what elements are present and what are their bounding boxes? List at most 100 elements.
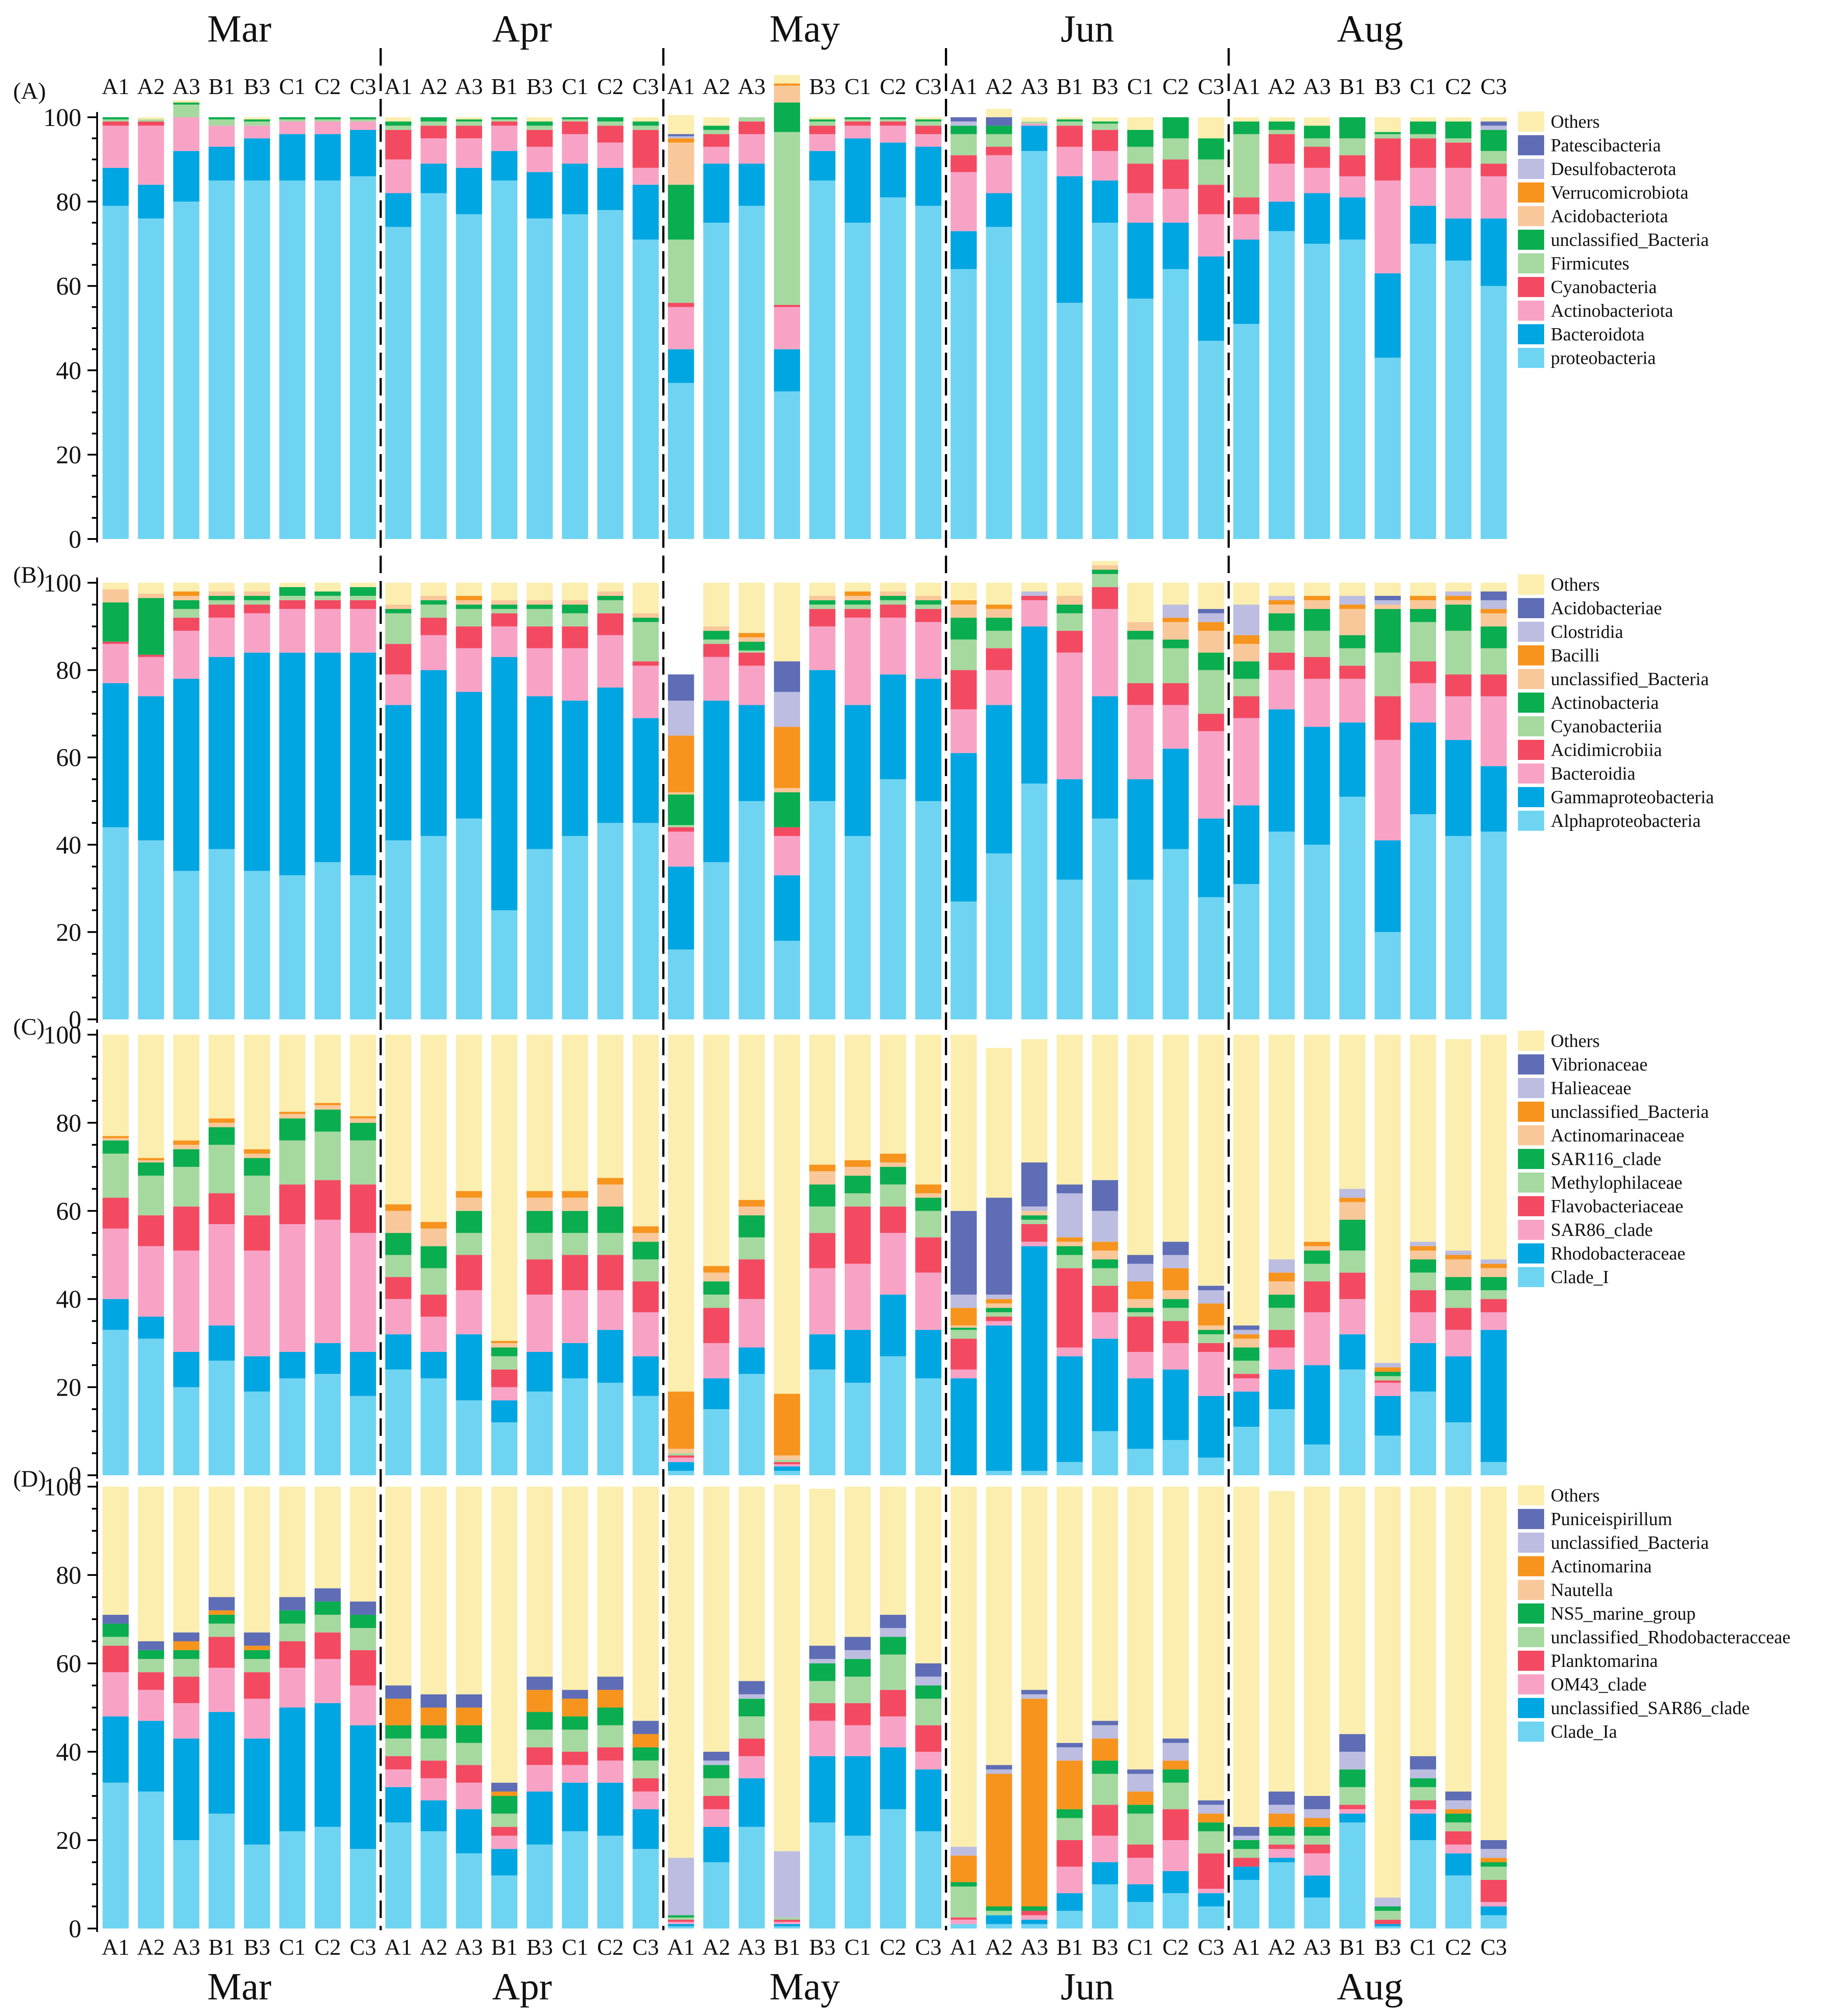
bar-segment-aug-c3-s4 xyxy=(1480,648,1507,675)
bar-segment-mar-c1-s5 xyxy=(279,1118,306,1141)
bar-segment-mar-b3-s6 xyxy=(244,1153,270,1158)
bar-segment-may-a2-s4 xyxy=(703,1778,730,1796)
y-tick-label: 0 xyxy=(69,1005,81,1034)
bar-segment-aug-a3-s0 xyxy=(1304,844,1330,1019)
bar-segment-may-a1-s2 xyxy=(668,831,694,867)
bar-segment-mar-c2-s4 xyxy=(315,1614,341,1633)
bar-segment-may-b1-s3 xyxy=(774,304,800,307)
bar-segment-apr-c2-s5 xyxy=(597,117,624,122)
bar-segment-jun-a3-s8 xyxy=(1021,591,1048,596)
bar-segment-aug-a3-s1 xyxy=(1304,727,1330,845)
bar-segment-mar-b1-s9 xyxy=(208,1597,235,1610)
bar-segment-aug-c1-s7 xyxy=(1410,1246,1436,1251)
bar-segment-aug-a3-s1 xyxy=(1304,1875,1330,1898)
bar-segment-jun-a1-s2 xyxy=(951,1919,977,1924)
bar-segment-apr-c3-s3 xyxy=(633,1281,659,1312)
bar-segment-apr-b3-s1 xyxy=(526,1791,553,1845)
bar-segment-jun-c3-s9 xyxy=(1198,609,1224,613)
bar-segment-apr-a1-s2 xyxy=(385,674,412,705)
bar-segment-mar-a2-s0 xyxy=(138,840,164,1019)
bar-segment-mar-b3-s4 xyxy=(244,600,270,605)
bar-segment-mar-a3-s3 xyxy=(173,1206,199,1251)
bar-segment-jun-b1-s10 xyxy=(1056,117,1083,119)
bar-segment-mar-c2-s2 xyxy=(315,1219,341,1343)
bar-segment-apr-b1-s2 xyxy=(491,1835,517,1849)
bar-segment-may-c1-s5 xyxy=(844,1176,871,1194)
bar-segment-aug-c2-s2 xyxy=(1445,1844,1472,1854)
bar-segment-apr-c3-s0 xyxy=(633,822,659,1019)
bar-segment-apr-b3-s5 xyxy=(526,1712,553,1730)
bar-segment-may-b1-s10 xyxy=(774,75,800,84)
bar-segment-mar-a2-s1 xyxy=(138,185,164,219)
bar-segment-mar-b1-s5 xyxy=(208,1127,235,1145)
bar-segment-may-a3-s0 xyxy=(738,206,765,539)
bar-segment-jun-c1-s0 xyxy=(1127,1449,1154,1475)
sample-label-top-mar-b3: B3 xyxy=(244,74,270,99)
bar-segment-apr-a2-s1 xyxy=(420,1800,447,1831)
sample-label-top-apr-a3: A3 xyxy=(455,74,483,99)
bar-segment-mar-c2-s4 xyxy=(315,1131,341,1180)
bar-segment-apr-c1-s0 xyxy=(562,1378,588,1475)
bar-segment-apr-c3-s1 xyxy=(633,1356,659,1396)
bar-segment-apr-c1-s3 xyxy=(562,121,588,134)
bar-segment-jun-b1-s8 xyxy=(1056,1747,1083,1761)
bar-segment-jun-a2-s3 xyxy=(986,1316,1012,1321)
bar-segment-may-b3-s2 xyxy=(809,626,836,670)
bar-segment-apr-a3-s10 xyxy=(456,117,482,119)
month-label-bottom-apr: Apr xyxy=(492,1966,552,2008)
bar-segment-jun-b3-s2 xyxy=(1092,1835,1118,1862)
bar-segment-aug-b1-s2 xyxy=(1339,176,1366,198)
bar-segment-aug-a3-s3 xyxy=(1304,147,1330,168)
bar-segment-apr-b3-s2 xyxy=(526,147,553,172)
bar-segment-apr-b3-s7 xyxy=(526,1690,553,1712)
bar-segment-apr-a1-s5 xyxy=(385,1233,412,1255)
bar-segment-mar-c3-s9 xyxy=(350,1601,376,1615)
y-tick-label: 60 xyxy=(56,1197,81,1225)
bar-segment-jun-a2-s1 xyxy=(986,1325,1012,1471)
bar-segment-aug-c1-s7 xyxy=(1410,595,1436,600)
sample-label-bottom-mar-a3: A3 xyxy=(172,1935,200,1960)
bar-segment-mar-a3-s7 xyxy=(173,1140,199,1145)
bar-segment-aug-c1-s5 xyxy=(1410,121,1436,134)
bar-segment-mar-a1-s10 xyxy=(102,1487,129,1615)
bar-segment-mar-a1-s4 xyxy=(102,119,129,122)
bar-segment-aug-c3-s1 xyxy=(1480,1906,1507,1915)
bar-segment-mar-c1-s10 xyxy=(279,1035,306,1112)
bar-segment-may-b3-s1 xyxy=(809,151,836,181)
bar-segment-may-a3-s0 xyxy=(738,1827,765,1928)
bar-segment-aug-a1-s5 xyxy=(1233,121,1260,134)
bar-segment-jun-b3-s5 xyxy=(1092,1760,1118,1774)
bar-segment-apr-b3-s2 xyxy=(526,1295,553,1352)
bar-segment-apr-c2-s10 xyxy=(597,1487,624,1677)
bar-segment-apr-c3-s6 xyxy=(633,613,659,618)
bar-segment-may-a3-s3 xyxy=(738,121,765,134)
bar-segment-aug-b3-s3 xyxy=(1374,138,1401,181)
bar-segment-aug-c3-s3 xyxy=(1480,164,1507,176)
bar-segment-jun-c1-s0 xyxy=(1127,1902,1154,1928)
legend-swatch xyxy=(1518,301,1544,321)
sample-label-bottom-mar-a1: A1 xyxy=(102,1935,130,1960)
bar-segment-mar-a2-s2 xyxy=(138,657,164,696)
bar-segment-may-c1-s7 xyxy=(844,591,871,596)
bar-segment-apr-b1-s6 xyxy=(491,1343,517,1348)
bar-segment-aug-a3-s4 xyxy=(1304,1835,1330,1845)
bar-segment-may-c2-s2 xyxy=(880,1716,906,1747)
bar-segment-aug-c1-s2 xyxy=(1410,683,1436,723)
bar-segment-may-c1-s0 xyxy=(844,836,871,1019)
bar-segment-aug-a2-s1 xyxy=(1269,709,1295,832)
bar-segment-mar-c1-s10 xyxy=(279,1487,306,1597)
y-tick-label: 0 xyxy=(69,1461,81,1490)
bar-segment-jun-a1-s4 xyxy=(951,1886,977,1918)
bar-segment-mar-a3-s1 xyxy=(173,1738,199,1840)
bar-segment-apr-c3-s5 xyxy=(633,121,659,126)
bar-segment-jun-b1-s5 xyxy=(1056,1809,1083,1818)
bar-segment-may-c2-s4 xyxy=(880,600,906,605)
sample-label-bottom-apr-c2: C2 xyxy=(597,1935,624,1960)
bar-segment-may-c1-s9 xyxy=(844,1637,871,1650)
bar-segment-mar-c3-s10 xyxy=(350,1035,376,1116)
legend-label: OM43_clade xyxy=(1551,1675,1647,1695)
bar-segment-mar-c1-s1 xyxy=(279,1708,306,1831)
bar-segment-jun-a3-s2 xyxy=(1021,1915,1048,1920)
bar-segment-may-a2-s3 xyxy=(703,134,730,147)
